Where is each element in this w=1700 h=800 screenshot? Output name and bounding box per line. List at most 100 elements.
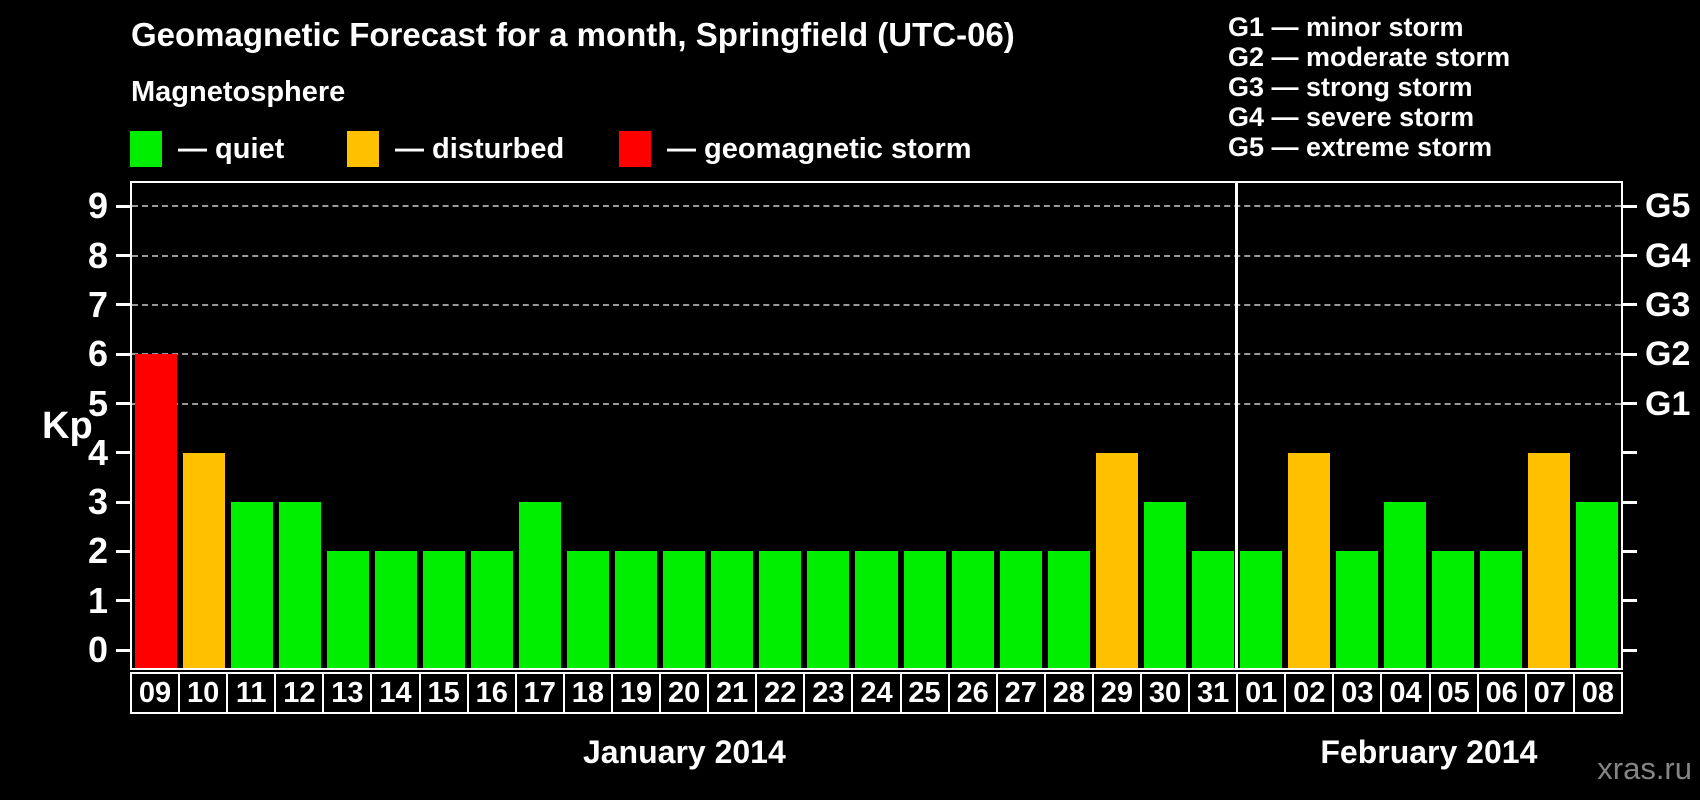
magnetosphere-legend-heading: Magnetosphere [131,76,346,108]
day-label-23: 23 [803,672,854,714]
day-label-09: 09 [130,672,181,714]
day-label-27: 27 [995,672,1046,714]
y-tick-left-9 [116,204,130,208]
day-label-13: 13 [322,672,373,714]
g-legend-line-5: G5 — extreme storm [1228,132,1493,162]
g-axis-label-G5: G5 [1645,187,1691,226]
day-label-17: 17 [514,672,565,714]
gridline-kp7 [132,303,1621,306]
g-legend-line-1: G1 — minor storm [1228,12,1464,42]
day-label-19: 19 [610,672,662,714]
kp-bar-03 [1335,551,1378,668]
day-label-01: 01 [1236,672,1287,714]
watermark: xras.ru [1597,751,1692,786]
y-tick-left-7 [116,303,130,307]
kp-bar-08 [1575,502,1618,668]
y-tick-label-5: 5 [87,382,108,424]
day-label-02: 02 [1284,672,1335,714]
g-legend-line-2: G2 — moderate storm [1228,42,1511,72]
y-tick-left-0 [116,648,130,652]
day-label-12: 12 [274,672,325,714]
plot-area [130,181,1623,670]
kp-bar-24 [855,551,898,668]
legend-item-storm: — geomagnetic storm [619,131,972,167]
y-tick-right-1 [1623,599,1637,603]
day-label-04: 04 [1380,672,1431,714]
legend-label-disturbed: — disturbed [395,132,565,165]
g-axis-label-G1: G1 [1645,384,1691,423]
day-label-18: 18 [562,672,613,714]
y-tick-label-9: 9 [87,185,108,227]
y-tick-label-4: 4 [87,431,108,473]
kp-bar-25 [903,551,946,668]
y-tick-label-3: 3 [87,481,108,523]
day-label-25: 25 [899,672,950,714]
day-label-16: 16 [466,672,517,714]
gridline-kp9 [132,205,1621,208]
y-tick-right-9 [1623,204,1637,208]
kp-bar-19 [615,551,658,668]
y-tick-label-2: 2 [87,530,108,572]
y-tick-label-1: 1 [87,579,108,621]
y-tick-right-5 [1623,402,1637,405]
kp-bar-29 [1095,452,1138,668]
y-tick-left-8 [116,254,130,258]
gridline-kp5 [132,402,1621,405]
kp-bar-06 [1479,551,1522,668]
legend-swatch-disturbed [347,131,379,167]
day-label-24: 24 [851,672,902,714]
kp-bar-02 [1287,452,1330,668]
day-label-11: 11 [226,672,277,714]
day-label-26: 26 [947,672,998,714]
month-separator [1235,183,1239,668]
kp-bar-09 [135,354,178,668]
g-axis-label-G3: G3 [1645,285,1691,324]
day-label-06: 06 [1476,672,1527,714]
day-label-08: 08 [1572,672,1623,714]
y-tick-label-0: 0 [87,629,108,670]
x-axis-day-labels: 09 10 11 12 13 14 15 16 17 18 19 20 21 22 23 24 25 26 27 28… [130,672,1623,714]
month-label-2: February 2014 [1320,734,1538,770]
day-label-15: 15 [418,672,469,714]
y-tick-right-7 [1623,303,1637,307]
kp-bar-27 [999,551,1042,668]
month-label-1: January 2014 [582,734,786,770]
kp-bar-11 [231,502,274,668]
kp-bar-14 [375,551,418,668]
g-axis-label-G2: G2 [1645,335,1691,374]
chart-title: Geomagnetic Forecast for a month, Spring… [131,16,1015,53]
kp-bar-18 [567,551,610,668]
y-tick-right-6 [1623,352,1637,356]
day-label-10: 10 [178,672,229,714]
kp-bar-17 [519,502,562,668]
day-label-30: 30 [1139,672,1191,714]
kp-bar-12 [279,502,322,668]
kp-bar-10 [183,452,226,668]
legend-swatch-quiet [130,131,162,167]
day-label-03: 03 [1332,672,1383,714]
day-label-28: 28 [1043,672,1094,714]
kp-bar-01 [1239,551,1282,668]
day-label-29: 29 [1091,672,1142,714]
day-label-20: 20 [659,672,710,714]
y-tick-left-5 [116,402,130,405]
kp-bar-22 [759,551,802,668]
day-label-14: 14 [370,672,421,714]
gridline-kp6 [132,353,1621,356]
day-label-07: 07 [1524,672,1575,714]
y-tick-right-3 [1623,500,1637,504]
legend-item-quiet: — quiet [130,131,284,167]
y-tick-label-6: 6 [87,333,108,375]
legend-label-quiet: — quiet [178,132,285,165]
kp-bar-04 [1383,502,1426,668]
kp-bar-16 [471,551,514,668]
y-tick-left-1 [116,599,130,603]
kp-bar-13 [327,551,370,668]
y-tick-left-3 [116,500,130,504]
day-label-31: 31 [1188,672,1239,714]
legend-label-storm: — geomagnetic storm [667,132,972,165]
y-tick-right-2 [1623,549,1637,553]
y-tick-label-8: 8 [87,234,108,276]
legend-item-disturbed: — disturbed [347,131,564,167]
